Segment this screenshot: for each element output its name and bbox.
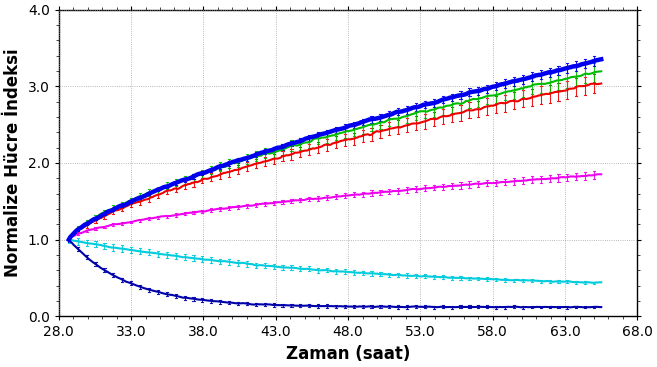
Y-axis label: Normalize Hücre İndeksi: Normalize Hücre İndeksi xyxy=(4,49,22,277)
X-axis label: Zaman (saat): Zaman (saat) xyxy=(286,345,410,363)
